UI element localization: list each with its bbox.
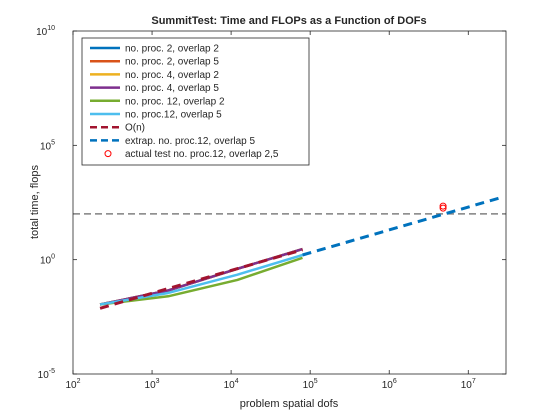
legend-no-proc-12-overlap-2-label: no. proc. 12, overlap 2 <box>125 96 225 107</box>
legend: no. proc. 2, overlap 2 no. proc. 2, overl… <box>81 37 310 166</box>
tick-layer: 102 103 104 105 106 107 10-5 100 105 1010 <box>36 25 506 391</box>
legend-no-proc-12-overlap-5-label: no. proc.12, overlap 5 <box>125 110 222 121</box>
x-tick-label: 107 <box>461 378 476 391</box>
y-tick-label: 100 <box>40 254 55 267</box>
legend-actual-test-no-proc-12-overlap-2-5-label: actual test no. proc.12, overlap 2,5 <box>125 149 279 160</box>
series-no-proc-12-overlap-2-line <box>99 256 303 306</box>
x-tick-label: 104 <box>224 378 239 391</box>
y-axis-label: total time, flops <box>29 165 41 239</box>
chart-title: SummitTest: Time and FLOPs as a Function… <box>151 15 426 27</box>
x-axis-label: problem spatial dofs <box>240 398 339 410</box>
x-tick-label: 103 <box>145 378 160 391</box>
legend-no-proc-4-overlap-5-label: no. proc. 4, overlap 5 <box>125 83 219 94</box>
y-tick-label: 105 <box>40 139 55 152</box>
legend-extrap-no-proc-12-overlap-5-label: extrap. no. proc.12, overlap 5 <box>125 136 256 147</box>
x-tick-label: 105 <box>303 378 318 391</box>
y-tick-label: 1010 <box>36 25 55 38</box>
axes-box <box>72 30 507 375</box>
series-actual-test-no-proc-12-overlap-2-5-point <box>439 202 447 210</box>
series-extrap-no-proc-12-overlap-5-line <box>302 195 503 257</box>
legend-no-proc-2-overlap-5-label: no. proc. 2, overlap 5 <box>125 57 219 68</box>
legend-actual-test-no-proc-12-overlap-2-5-marker <box>104 150 112 158</box>
series-layer <box>73 195 506 310</box>
series-actual-test-no-proc-12-overlap-2-5-point <box>439 204 447 212</box>
legend-no-proc-2-overlap-2-label: no. proc. 2, overlap 2 <box>125 44 219 55</box>
legend-no-proc-4-overlap-2-label: no. proc. 4, overlap 2 <box>125 70 219 81</box>
x-tick-label: 106 <box>382 378 397 391</box>
x-tick-label: 102 <box>65 378 80 391</box>
y-tick-label: 10-5 <box>38 368 55 381</box>
legend-o-n-label: O(n) <box>125 123 145 134</box>
series-o-n-line <box>99 248 303 310</box>
